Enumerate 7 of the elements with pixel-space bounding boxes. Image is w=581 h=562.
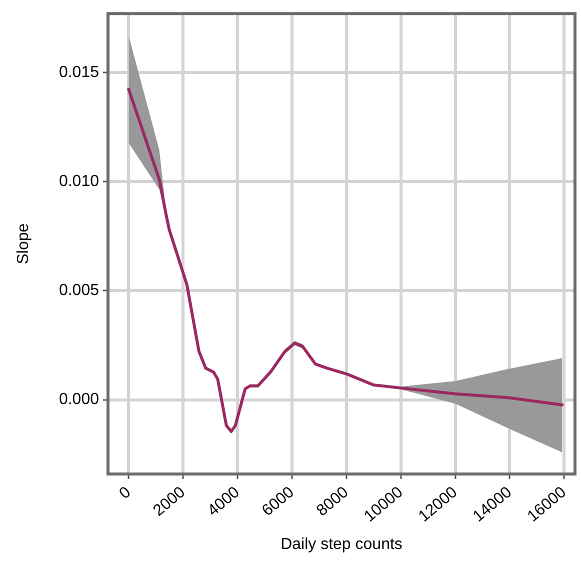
y-tick-label: 0.015	[58, 64, 100, 81]
y-tick-label: 0.005	[58, 282, 100, 300]
y-axis-title: Slope	[15, 223, 32, 264]
y-tick-label: 0.000	[58, 391, 100, 408]
x-tick-label: 0	[116, 484, 134, 503]
y-tick-label: 0.010	[58, 173, 100, 190]
x-axis-title: Daily step counts	[280, 536, 402, 553]
